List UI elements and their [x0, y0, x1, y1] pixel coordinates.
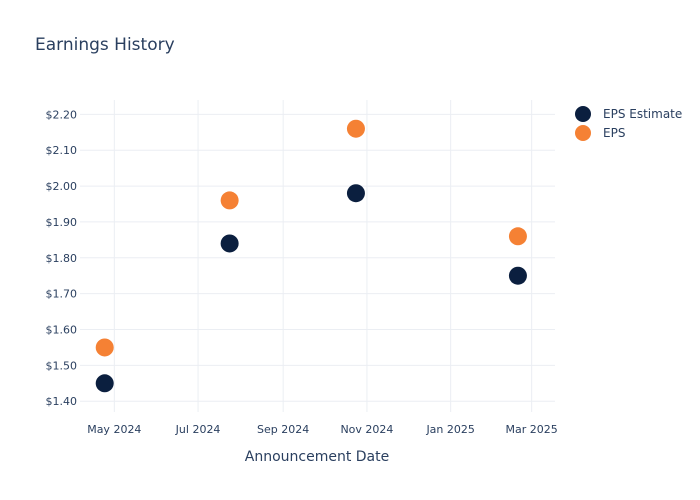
- data-point[interactable]: [508, 227, 527, 246]
- y-tick-label: $2.10: [46, 144, 78, 157]
- y-tick-label: $1.50: [46, 359, 78, 372]
- data-point[interactable]: [95, 374, 114, 393]
- data-point[interactable]: [346, 119, 365, 138]
- x-tick-label: Sep 2024: [257, 423, 309, 436]
- data-point[interactable]: [220, 234, 239, 253]
- grid-lines: [80, 100, 555, 412]
- data-point[interactable]: [220, 191, 239, 210]
- x-tick-label: May 2024: [87, 423, 141, 436]
- y-axis-ticks: $1.40 $1.50 $1.60 $1.70 $1.80 $1.90 $2.00 $2.10…: [46, 108, 78, 408]
- legend-item[interactable]: EPS: [575, 125, 625, 141]
- chart-title: Earnings History: [35, 35, 175, 55]
- y-tick-label: $2.20: [46, 108, 78, 121]
- legend[interactable]: EPS Estimate EPS: [575, 106, 682, 141]
- x-tick-label: Jan 2025: [425, 423, 474, 436]
- y-tick-label: $1.70: [46, 288, 78, 301]
- x-tick-label: Nov 2024: [340, 423, 393, 436]
- y-tick-label: $1.80: [46, 252, 78, 265]
- data-point[interactable]: [95, 338, 114, 357]
- x-tick-label: Jul 2024: [175, 423, 221, 436]
- legend-label: EPS: [603, 126, 625, 140]
- legend-marker: [575, 125, 591, 141]
- legend-label: EPS Estimate: [603, 107, 682, 121]
- data-point[interactable]: [508, 266, 527, 285]
- series-eps: [95, 119, 527, 357]
- legend-marker: [575, 106, 591, 122]
- y-tick-label: $1.40: [46, 395, 78, 408]
- x-tick-label: Mar 2025: [506, 423, 558, 436]
- y-tick-label: $1.60: [46, 324, 78, 337]
- series-eps-estimate: [95, 184, 527, 393]
- data-point[interactable]: [346, 184, 365, 203]
- data-points: [95, 119, 527, 393]
- x-axis-ticks: May 2024 Jul 2024 Sep 2024 Nov 2024 Jan 2025…: [87, 423, 558, 436]
- y-tick-label: $2.00: [46, 180, 78, 193]
- legend-item[interactable]: EPS Estimate: [575, 106, 682, 122]
- y-tick-label: $1.90: [46, 216, 78, 229]
- x-axis-title: Announcement Date: [245, 449, 389, 465]
